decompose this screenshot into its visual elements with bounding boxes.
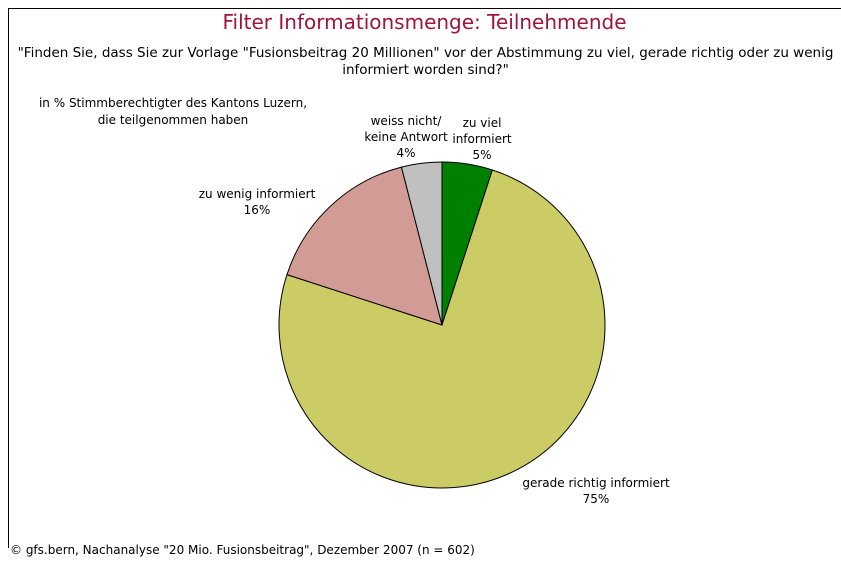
category-label: weiss nicht/ keine Antwort <box>364 114 448 144</box>
value-label: 16% <box>243 203 271 217</box>
chart-title: Filter Informationsmenge: Teilnehmende <box>222 10 627 34</box>
pie-slice <box>278 169 606 489</box>
value-label: 4% <box>396 146 416 160</box>
slice-label: weiss nicht/ keine Antwort 4% <box>364 113 447 161</box>
category-label: zu wenig informiert <box>198 187 316 201</box>
pie-slice <box>286 166 443 326</box>
slice-label: gerade richtig informiert 75% <box>522 475 669 507</box>
value-label: 75% <box>582 492 610 506</box>
chart-subtitle: "Finden Sie, dass Sie zur Vorlage "Fusio… <box>17 45 834 78</box>
category-label: gerade richtig informiert <box>522 476 670 490</box>
slice-label: zu viel informiert 5% <box>452 115 511 163</box>
source-note: © gfs.bern, Nachanalyse "20 Mio. Fusions… <box>10 543 475 557</box>
chart-note: in % Stimmberechtigter des Kantons Luzer… <box>38 96 308 127</box>
value-label: 5% <box>472 148 492 162</box>
category-label: zu viel informiert <box>452 116 512 146</box>
slice-label: zu wenig informiert 16% <box>199 186 316 218</box>
pie-slice <box>400 161 443 326</box>
